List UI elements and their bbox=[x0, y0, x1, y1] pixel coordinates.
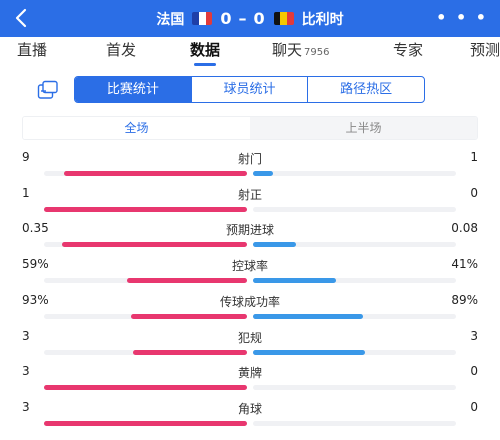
away-score: 0 bbox=[253, 9, 266, 28]
home-stat-bar bbox=[133, 349, 247, 355]
home-score: 0 bbox=[220, 9, 233, 28]
home-stat-value: 3 bbox=[22, 399, 30, 414]
away-stat-value: 41% bbox=[451, 257, 478, 272]
home-stat-bar bbox=[127, 278, 247, 284]
home-bar-track bbox=[44, 313, 247, 319]
home-stat-value: 0.35 bbox=[22, 221, 49, 236]
tab-prediction[interactable]: 预测 bbox=[470, 37, 500, 67]
home-bar-track bbox=[44, 171, 247, 176]
stat-name: 角球 bbox=[237, 401, 262, 416]
stats-toolbar: 比赛统计 球员统计 路径热区 bbox=[0, 74, 500, 103]
away-stat-bar bbox=[253, 242, 296, 248]
home-stat-value: 1 bbox=[22, 185, 30, 200]
away-stat-value: 3 bbox=[470, 328, 478, 343]
tab-live[interactable]: 直播 bbox=[17, 37, 47, 67]
tab-lineup[interactable]: 首发 bbox=[106, 37, 136, 67]
home-stat-value: 3 bbox=[22, 364, 30, 379]
home-bar-track bbox=[44, 420, 247, 426]
home-stat-value: 9 bbox=[22, 150, 30, 164]
away-stat-value: 89% bbox=[451, 292, 478, 307]
tab-full-match[interactable]: 全场 bbox=[23, 117, 250, 139]
stat-row: 59% 控球率 41% bbox=[0, 257, 500, 287]
stat-row: 3 犯规 3 bbox=[0, 329, 500, 359]
home-stat-bar bbox=[44, 206, 247, 212]
stat-name: 传球成功率 bbox=[219, 294, 280, 309]
tab-label: 直播 bbox=[17, 41, 48, 59]
home-stat-bar bbox=[131, 313, 247, 319]
belgium-flag-icon bbox=[273, 12, 294, 25]
tab-heat-zones[interactable]: 路径热区 bbox=[340, 82, 393, 97]
home-stat-value: 3 bbox=[22, 328, 30, 343]
away-bar-track bbox=[253, 206, 456, 212]
tab-first-half[interactable]: 上半场 bbox=[250, 117, 477, 139]
away-bar-track bbox=[253, 385, 456, 391]
period-selector: 全场 上半场 bbox=[22, 116, 478, 140]
away-stat-bar bbox=[253, 171, 274, 176]
stat-name: 犯规 bbox=[237, 330, 262, 345]
stat-row: 93% 传球成功率 89% bbox=[0, 293, 500, 323]
stat-row: 0.35 预期进球 0.08 bbox=[0, 221, 500, 251]
tab-experts[interactable]: 专家 bbox=[393, 37, 423, 67]
chat-count: 7956 bbox=[304, 47, 330, 58]
away-stat-value: 0 bbox=[470, 364, 478, 379]
stat-row: 9 射门 1 bbox=[0, 150, 500, 180]
score-separator: – bbox=[238, 9, 248, 28]
away-bar-track bbox=[253, 278, 456, 284]
match-header: 法国 0 – 0 比利时 bbox=[0, 0, 500, 37]
top-bar: 法国 0 – 0 比利时 • • • bbox=[0, 0, 500, 37]
away-bar-track bbox=[253, 171, 456, 176]
home-bar-track bbox=[44, 385, 247, 391]
away-stat-bar bbox=[253, 278, 337, 284]
away-bar-track bbox=[253, 242, 456, 248]
tab-label: 数据 bbox=[190, 41, 221, 59]
tab-label: 专家 bbox=[393, 41, 424, 59]
away-stat-bar bbox=[253, 313, 363, 319]
layout-switch-icon[interactable] bbox=[37, 80, 59, 100]
chevron-left-icon[interactable] bbox=[8, 4, 36, 32]
stat-name: 射正 bbox=[237, 187, 262, 202]
tab-match-stats[interactable]: 比赛统计 bbox=[75, 77, 192, 102]
away-team-name: 比利时 bbox=[301, 11, 344, 28]
away-bar-track bbox=[253, 313, 456, 319]
stat-name: 预期进球 bbox=[225, 223, 274, 238]
stat-name: 射门 bbox=[237, 152, 262, 166]
stat-name: 控球率 bbox=[231, 259, 268, 274]
away-bar-track bbox=[253, 420, 456, 426]
stat-row: 1 射正 0 bbox=[0, 186, 500, 216]
tab-chat[interactable]: 聊天 7956 bbox=[272, 37, 329, 67]
away-bar-track bbox=[253, 349, 456, 355]
home-stat-value: 59% bbox=[22, 257, 49, 272]
away-stat-value: 0 bbox=[470, 399, 478, 414]
home-bar-track bbox=[44, 349, 247, 355]
home-stat-bar bbox=[62, 242, 247, 248]
stat-type-selector: 比赛统计 球员统计 路径热区 bbox=[74, 76, 425, 103]
tab-data[interactable]: 数据 bbox=[190, 37, 220, 67]
home-stat-bar bbox=[64, 171, 247, 176]
away-stat-value: 0 bbox=[470, 185, 478, 200]
france-flag-icon bbox=[192, 12, 213, 25]
home-bar-track bbox=[44, 206, 247, 212]
active-tab-indicator bbox=[194, 63, 216, 66]
stat-row: 3 角球 0 bbox=[0, 400, 500, 430]
home-team-name: 法国 bbox=[156, 11, 185, 28]
home-stat-bar bbox=[44, 385, 247, 391]
stat-row: 3 黄牌 0 bbox=[0, 364, 500, 394]
tab-label: 预测 bbox=[470, 41, 500, 59]
tab-player-stats[interactable]: 球员统计 bbox=[192, 77, 309, 102]
home-bar-track bbox=[44, 278, 247, 284]
home-bar-track bbox=[44, 242, 247, 248]
away-stat-bar bbox=[253, 349, 365, 355]
home-stat-bar bbox=[44, 420, 247, 426]
stat-name: 黄牌 bbox=[237, 366, 262, 381]
main-tabs: 直播 首发 数据 聊天 7956 专家 预测 bbox=[0, 37, 500, 67]
away-stat-value: 1 bbox=[470, 150, 478, 164]
tab-label: 聊天 bbox=[272, 41, 303, 59]
more-options-icon[interactable]: • • • bbox=[436, 8, 488, 27]
tab-label: 首发 bbox=[106, 41, 137, 59]
away-stat-value: 0.08 bbox=[451, 221, 478, 236]
home-stat-value: 93% bbox=[22, 292, 49, 307]
